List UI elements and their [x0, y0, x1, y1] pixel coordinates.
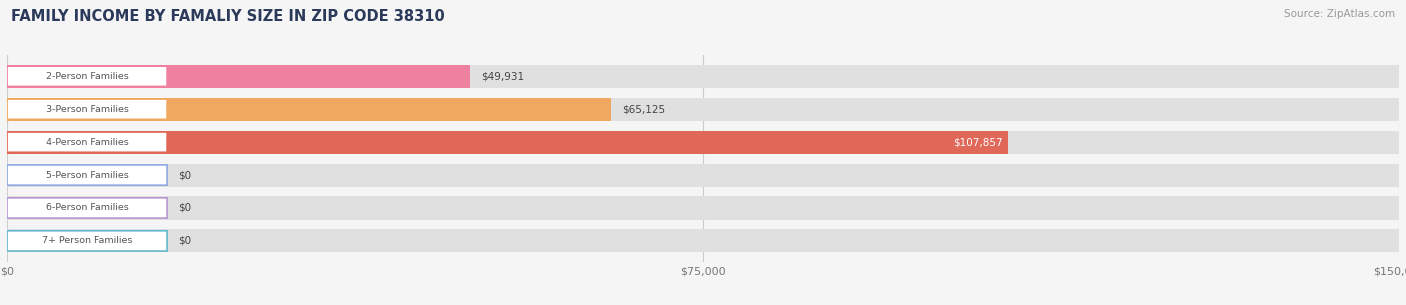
Text: $0: $0 — [179, 170, 191, 180]
Text: 3-Person Families: 3-Person Families — [45, 105, 128, 114]
Bar — [7, 163, 1399, 187]
FancyBboxPatch shape — [7, 231, 167, 251]
Bar — [7, 65, 1399, 88]
Bar — [7, 196, 1399, 220]
Text: 7+ Person Families: 7+ Person Families — [42, 236, 132, 246]
Text: 2-Person Families: 2-Person Families — [45, 72, 128, 81]
FancyBboxPatch shape — [7, 66, 167, 86]
Text: 4-Person Families: 4-Person Families — [45, 138, 128, 147]
FancyBboxPatch shape — [7, 99, 167, 119]
Bar — [7, 229, 1399, 253]
Text: 5-Person Families: 5-Person Families — [45, 170, 128, 180]
Text: $49,931: $49,931 — [481, 71, 524, 81]
FancyBboxPatch shape — [7, 165, 167, 185]
Bar — [7, 131, 1399, 154]
FancyBboxPatch shape — [7, 132, 167, 152]
Text: 6-Person Families: 6-Person Families — [45, 203, 128, 213]
Bar — [7, 98, 612, 121]
Bar — [7, 65, 471, 88]
FancyBboxPatch shape — [7, 198, 167, 218]
Text: $65,125: $65,125 — [623, 104, 665, 114]
Text: $107,857: $107,857 — [953, 137, 1002, 147]
Bar — [7, 131, 1008, 154]
Text: $0: $0 — [179, 236, 191, 246]
Text: Source: ZipAtlas.com: Source: ZipAtlas.com — [1284, 9, 1395, 19]
Bar — [7, 98, 1399, 121]
Text: $0: $0 — [179, 203, 191, 213]
Text: FAMILY INCOME BY FAMALIY SIZE IN ZIP CODE 38310: FAMILY INCOME BY FAMALIY SIZE IN ZIP COD… — [11, 9, 444, 24]
